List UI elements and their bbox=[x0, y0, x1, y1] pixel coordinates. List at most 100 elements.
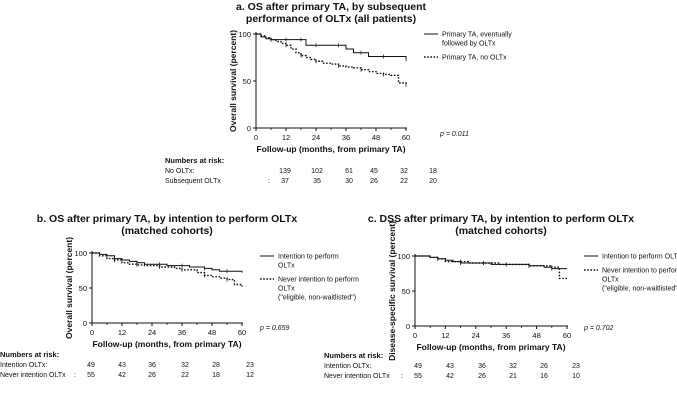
x-tick-label: 0 bbox=[90, 328, 94, 337]
legend-label: ("eligible, non-waitlisted") bbox=[602, 286, 677, 293]
legend-label: Primary TA, eventually bbox=[442, 32, 512, 39]
risk-value: 102 bbox=[311, 168, 323, 175]
series-line-2 bbox=[256, 33, 407, 85]
risk-value: 61 bbox=[345, 168, 353, 175]
risk-value: 10 bbox=[572, 373, 580, 380]
x-tick-label: 0 bbox=[413, 331, 417, 340]
risk-row-label: Never intention OLTx bbox=[0, 372, 66, 379]
risk-row-label: No OLTx: bbox=[165, 168, 194, 175]
risk-row-label: Intention OLTx: bbox=[324, 363, 371, 370]
risk-value: 32 bbox=[181, 362, 189, 369]
y-tick-label: 50 bbox=[243, 77, 251, 86]
y-tick-label: 100 bbox=[74, 249, 87, 258]
y-axis-label: Overall survival (percent) bbox=[64, 237, 74, 339]
y-tick-label: 100 bbox=[397, 252, 410, 261]
risk-value: 23 bbox=[246, 362, 254, 369]
chart-title: b. OS after primary TA, by intention to … bbox=[37, 213, 298, 225]
risk-value: 21 bbox=[509, 373, 517, 380]
risk-value: 20 bbox=[429, 178, 437, 185]
y-tick-label: 50 bbox=[79, 284, 87, 293]
risk-value: 43 bbox=[118, 362, 126, 369]
risk-value: 23 bbox=[572, 363, 580, 370]
legend-label: ("eligible, non-waitlisted") bbox=[278, 295, 356, 302]
risk-value: 139 bbox=[279, 168, 291, 175]
chart-c: c. DSS after primary TA, by intention to… bbox=[324, 213, 677, 380]
y-tick-label: 0 bbox=[406, 322, 410, 331]
x-tick-label: 48 bbox=[372, 133, 380, 142]
series-line-2 bbox=[415, 255, 567, 280]
y-tick-label: 100 bbox=[238, 30, 251, 39]
y-axis-label: Overall survival (percent) bbox=[228, 30, 238, 132]
risk-table-header: Numbers at risk: bbox=[324, 351, 383, 360]
x-tick-label: 48 bbox=[208, 328, 216, 337]
risk-value: 37 bbox=[281, 178, 289, 185]
chart-a: a. OS after primary TA, by subsequentper… bbox=[165, 1, 512, 185]
risk-value: 26 bbox=[540, 363, 548, 370]
p-value: p = 0.011 bbox=[439, 131, 469, 138]
risk-row-label: Never intention OLTx bbox=[324, 373, 390, 380]
y-tick-label: 0 bbox=[83, 319, 87, 328]
legend-label: Primary TA, no OLTx bbox=[442, 55, 507, 62]
p-value: p = 0.702 bbox=[583, 325, 613, 332]
risk-value: 26 bbox=[478, 373, 486, 380]
x-tick-label: 60 bbox=[402, 133, 410, 142]
risk-value: 18 bbox=[212, 372, 220, 379]
risk-row-separator: : bbox=[268, 178, 270, 185]
risk-row-label: Subsequent OLTx bbox=[165, 178, 221, 185]
risk-value: 49 bbox=[414, 363, 422, 370]
legend-label: OLTx bbox=[278, 263, 295, 270]
x-axis-label: Follow-up (months, from primary TA) bbox=[256, 144, 405, 154]
y-axis-label: Disease-specific survival (percent) bbox=[387, 221, 397, 361]
risk-row-separator: : bbox=[401, 373, 403, 380]
chart-b: b. OS after primary TA, by intention to … bbox=[0, 213, 359, 379]
risk-value: 43 bbox=[446, 363, 454, 370]
x-tick-label: 24 bbox=[472, 331, 480, 340]
risk-value: 18 bbox=[429, 168, 437, 175]
risk-value: 42 bbox=[118, 372, 126, 379]
risk-value: 42 bbox=[446, 373, 454, 380]
risk-value: 36 bbox=[478, 363, 486, 370]
x-tick-label: 24 bbox=[148, 328, 156, 337]
risk-value: 16 bbox=[540, 373, 548, 380]
x-tick-label: 12 bbox=[282, 133, 290, 142]
risk-value: 26 bbox=[148, 372, 156, 379]
risk-value: 22 bbox=[400, 178, 408, 185]
risk-value: 32 bbox=[509, 363, 517, 370]
legend-label: followed by OLTx bbox=[442, 41, 496, 48]
risk-value: 26 bbox=[370, 178, 378, 185]
x-tick-label: 12 bbox=[441, 331, 449, 340]
risk-value: 35 bbox=[313, 178, 321, 185]
legend-label: Never intention to perform bbox=[602, 268, 677, 275]
risk-value: 12 bbox=[246, 372, 254, 379]
x-tick-label: 24 bbox=[312, 133, 320, 142]
x-tick-label: 60 bbox=[238, 328, 246, 337]
risk-row-separator: : bbox=[74, 372, 76, 379]
y-tick-label: 50 bbox=[402, 287, 410, 296]
chart-title: (matched cohorts) bbox=[121, 225, 213, 237]
legend-label: Intention to perform OLTx bbox=[602, 254, 677, 261]
risk-table-header: Numbers at risk: bbox=[0, 350, 59, 359]
chart-title: c. DSS after primary TA, by intention to… bbox=[368, 213, 634, 225]
legend-label: OLTx bbox=[278, 286, 295, 293]
legend-label: Intention to perform bbox=[278, 254, 339, 261]
risk-value: 45 bbox=[370, 168, 378, 175]
x-tick-label: 12 bbox=[118, 328, 126, 337]
legend-label: OLTx bbox=[602, 277, 619, 284]
series-line-1 bbox=[92, 252, 243, 273]
legend-label: Never intention to perform bbox=[278, 277, 359, 284]
risk-value: 55 bbox=[87, 372, 95, 379]
x-axis-label: Follow-up (months, from primary TA) bbox=[416, 342, 565, 352]
x-tick-label: 0 bbox=[254, 133, 258, 142]
x-tick-label: 60 bbox=[563, 331, 571, 340]
x-tick-label: 36 bbox=[502, 331, 510, 340]
risk-value: 36 bbox=[148, 362, 156, 369]
x-tick-label: 36 bbox=[178, 328, 186, 337]
chart-title: performance of OLTx (all patients) bbox=[246, 13, 416, 25]
risk-value: 55 bbox=[414, 373, 422, 380]
risk-value: 32 bbox=[400, 168, 408, 175]
risk-table-header: Numbers at risk: bbox=[165, 156, 224, 165]
risk-value: 49 bbox=[87, 362, 95, 369]
p-value: p = 0.659 bbox=[259, 325, 289, 332]
risk-row-label: Intention OLTx: bbox=[0, 362, 47, 369]
